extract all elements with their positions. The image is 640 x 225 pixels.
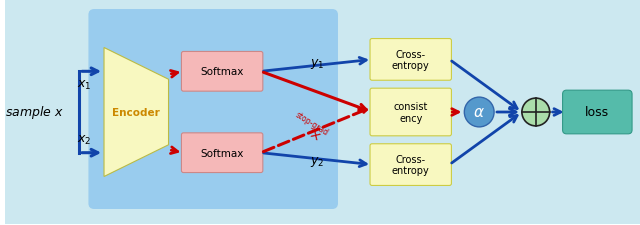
Text: $y_2$: $y_2$ xyxy=(310,154,324,168)
FancyBboxPatch shape xyxy=(370,39,451,81)
Text: Softmax: Softmax xyxy=(200,148,244,158)
FancyBboxPatch shape xyxy=(370,144,451,186)
Text: $x_1$: $x_1$ xyxy=(77,78,92,91)
FancyBboxPatch shape xyxy=(181,133,263,173)
Text: sample $x$: sample $x$ xyxy=(5,104,64,121)
Text: Cross-
entropy: Cross- entropy xyxy=(392,49,429,71)
Polygon shape xyxy=(104,48,168,177)
Text: Cross-
entropy: Cross- entropy xyxy=(392,154,429,176)
Text: Encoder: Encoder xyxy=(113,108,160,117)
FancyBboxPatch shape xyxy=(181,52,263,92)
Circle shape xyxy=(464,98,494,127)
FancyBboxPatch shape xyxy=(89,11,337,208)
Text: $\alpha$: $\alpha$ xyxy=(474,105,485,120)
Text: $x_2$: $x_2$ xyxy=(77,134,92,147)
Circle shape xyxy=(522,99,550,126)
Text: $y_1$: $y_1$ xyxy=(310,57,324,71)
Text: $\times$: $\times$ xyxy=(305,126,322,144)
Text: Softmax: Softmax xyxy=(200,67,244,77)
Text: stop-grad: stop-grad xyxy=(293,110,330,137)
Text: loss: loss xyxy=(585,106,609,119)
Text: consist
ency: consist ency xyxy=(394,102,428,123)
FancyBboxPatch shape xyxy=(563,91,632,134)
FancyBboxPatch shape xyxy=(370,89,451,136)
